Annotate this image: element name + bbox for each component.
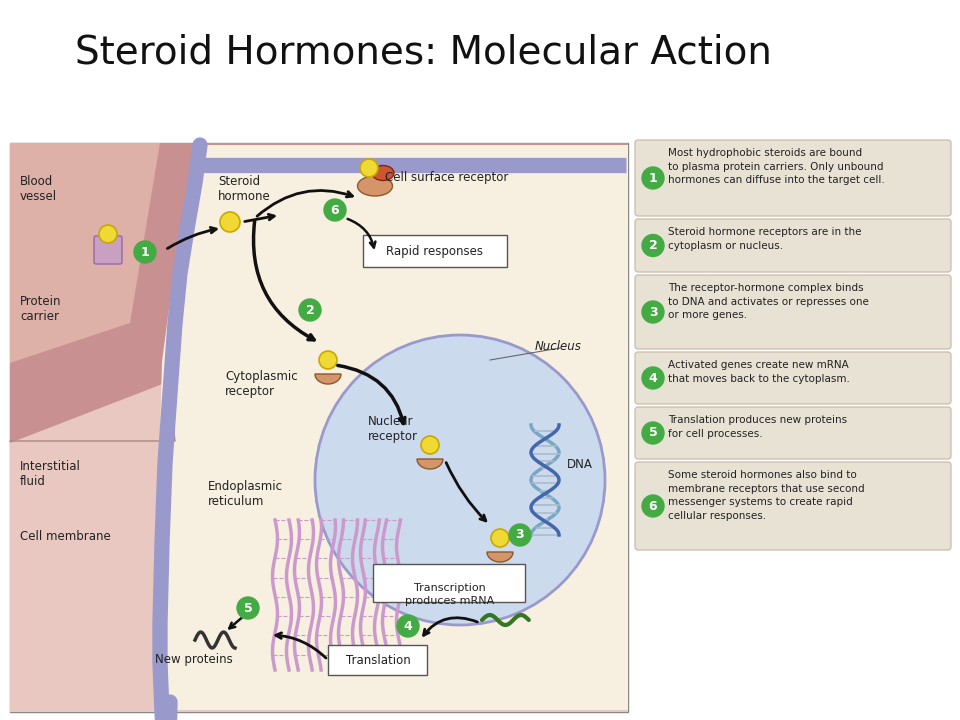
Text: 4: 4: [403, 619, 413, 632]
Text: DNA: DNA: [567, 459, 593, 472]
Circle shape: [220, 212, 240, 232]
Text: 4: 4: [649, 372, 658, 384]
Text: Interstitial
fluid: Interstitial fluid: [20, 460, 81, 488]
Circle shape: [421, 436, 439, 454]
Text: Transcription
produces mRNA: Transcription produces mRNA: [405, 583, 494, 606]
Text: 2: 2: [649, 239, 658, 252]
FancyBboxPatch shape: [94, 236, 122, 264]
Text: The receptor-hormone complex binds
to DNA and activates or represses one
or more: The receptor-hormone complex binds to DN…: [668, 283, 869, 320]
Polygon shape: [487, 552, 513, 562]
Circle shape: [360, 159, 378, 177]
FancyBboxPatch shape: [635, 462, 951, 550]
Text: Cytoplasmic
receptor: Cytoplasmic receptor: [225, 370, 298, 398]
FancyBboxPatch shape: [328, 645, 427, 675]
Circle shape: [324, 199, 346, 221]
Text: Steroid Hormones: Molecular Action: Steroid Hormones: Molecular Action: [75, 33, 772, 71]
Circle shape: [299, 299, 321, 321]
Circle shape: [642, 495, 664, 517]
Bar: [10, 143, 628, 712]
Bar: [10, 143, 628, 712]
Text: Nucleus: Nucleus: [535, 340, 582, 353]
Circle shape: [319, 351, 337, 369]
Ellipse shape: [357, 176, 393, 196]
Text: 2: 2: [305, 304, 314, 317]
FancyBboxPatch shape: [635, 140, 951, 216]
Text: Nuclear
receptor: Nuclear receptor: [368, 415, 418, 443]
Circle shape: [642, 367, 664, 389]
Text: 3: 3: [516, 528, 524, 541]
Circle shape: [642, 422, 664, 444]
Circle shape: [397, 615, 419, 637]
Text: Most hydrophobic steroids are bound
to plasma protein carriers. Only unbound
hor: Most hydrophobic steroids are bound to p…: [668, 148, 885, 185]
Text: 1: 1: [649, 171, 658, 184]
Text: Cell membrane: Cell membrane: [20, 530, 110, 543]
Text: Protein
carrier: Protein carrier: [20, 295, 61, 323]
Polygon shape: [10, 143, 628, 443]
FancyBboxPatch shape: [635, 219, 951, 272]
Text: 1: 1: [140, 246, 150, 258]
FancyBboxPatch shape: [363, 235, 507, 267]
Ellipse shape: [372, 166, 394, 181]
Text: 5: 5: [244, 601, 252, 614]
Text: 6: 6: [649, 500, 658, 513]
Text: Blood
vessel: Blood vessel: [20, 175, 58, 203]
Text: 5: 5: [649, 426, 658, 439]
Circle shape: [642, 167, 664, 189]
Circle shape: [237, 597, 259, 619]
Text: 6: 6: [330, 204, 339, 217]
Text: 3: 3: [649, 305, 658, 318]
FancyBboxPatch shape: [635, 407, 951, 459]
Text: Endoplasmic
reticulum: Endoplasmic reticulum: [208, 480, 283, 508]
Text: Cell surface receptor: Cell surface receptor: [385, 171, 509, 184]
Text: Steroid
hormone: Steroid hormone: [218, 175, 271, 203]
Circle shape: [491, 529, 509, 547]
Circle shape: [642, 301, 664, 323]
Text: Some steroid hormones also bind to
membrane receptors that use second
messenger : Some steroid hormones also bind to membr…: [668, 470, 865, 521]
Text: New proteins: New proteins: [155, 654, 232, 667]
FancyBboxPatch shape: [635, 275, 951, 349]
Circle shape: [134, 241, 156, 263]
Polygon shape: [315, 374, 341, 384]
FancyBboxPatch shape: [373, 564, 525, 602]
Circle shape: [509, 524, 531, 546]
Polygon shape: [10, 143, 160, 363]
Polygon shape: [158, 145, 628, 710]
Text: Activated genes create new mRNA
that moves back to the cytoplasm.: Activated genes create new mRNA that mov…: [668, 360, 850, 384]
Circle shape: [642, 235, 664, 256]
Circle shape: [99, 225, 117, 243]
FancyBboxPatch shape: [635, 352, 951, 404]
Text: Rapid responses: Rapid responses: [387, 246, 484, 258]
Text: Translation: Translation: [346, 654, 410, 667]
Text: Steroid hormone receptors are in the
cytoplasm or nucleus.: Steroid hormone receptors are in the cyt…: [668, 227, 861, 251]
Polygon shape: [417, 459, 443, 469]
Circle shape: [315, 335, 605, 625]
Text: Translation produces new proteins
for cell processes.: Translation produces new proteins for ce…: [668, 415, 847, 438]
